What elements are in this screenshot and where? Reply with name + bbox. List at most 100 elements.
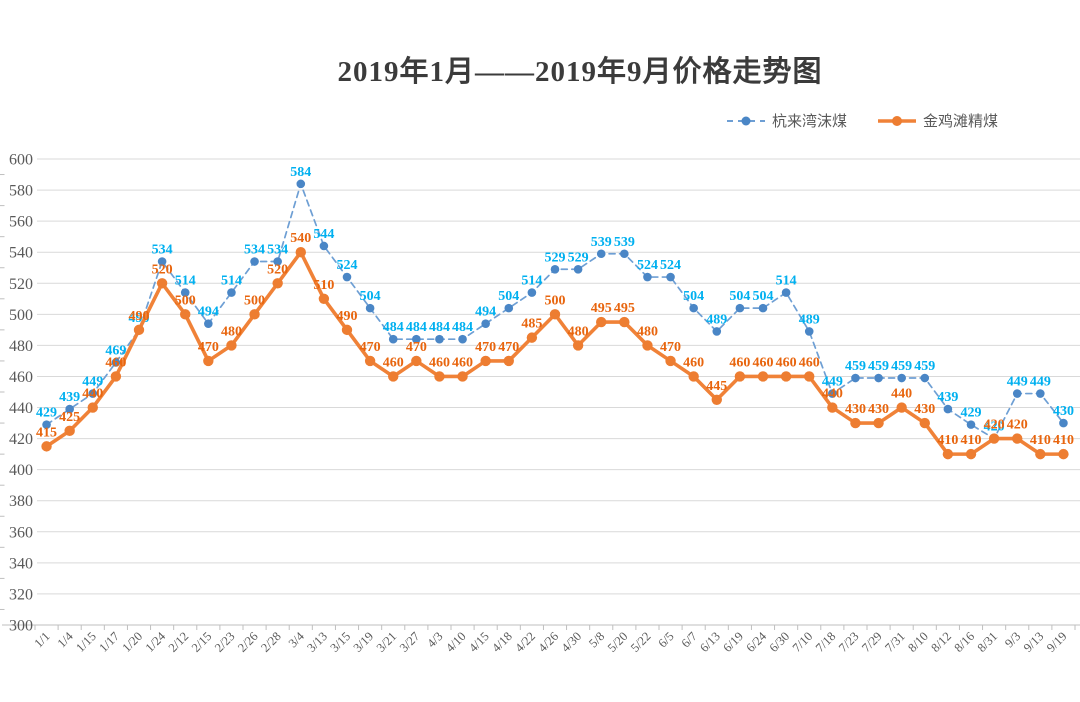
data-value-label: 524 [637,258,658,273]
x-axis-tick-label: 7/29 [859,629,885,655]
data-value-label: 430 [845,402,866,417]
x-axis-tick-label: 7/18 [813,629,839,655]
data-value-label: 534 [244,243,265,258]
data-point [203,355,214,367]
y-axis-tick-label: 420 [9,431,33,448]
legend-item-jinjitan[interactable]: 金鸡滩精煤 [877,110,998,131]
data-value-label: 510 [313,278,334,293]
data-point [572,340,584,351]
y-axis-tick-label: 560 [9,214,33,231]
x-axis-tick-label: 4/30 [559,629,585,655]
data-value-label: 470 [198,340,219,355]
data-point [157,257,167,266]
data-point [480,355,491,367]
y-axis-tick-label: 600 [9,152,33,169]
data-value-label: 480 [221,324,242,339]
x-axis-tick-label: 2/28 [258,629,284,655]
data-value-label: 500 [175,293,196,308]
data-value-label: 460 [729,355,750,370]
data-point [828,389,837,398]
data-point [1036,389,1045,398]
x-axis-tick-label: 4/10 [443,629,469,655]
data-value-label: 539 [614,235,635,250]
data-point [388,371,399,382]
data-value-label: 470 [498,340,519,355]
data-value-label: 494 [475,305,496,320]
y-axis-tick-label: 500 [9,307,33,324]
data-point [457,371,468,382]
data-value-label: 460 [683,355,704,370]
x-axis-tick-label: 8/16 [951,629,977,655]
x-axis-tick-label: 9/19 [1044,629,1070,655]
data-point [712,327,722,336]
data-value-label: 494 [198,305,219,320]
data-value-label: 484 [452,320,473,335]
data-value-label: 460 [452,355,473,370]
data-value-label: 484 [383,320,404,335]
legend-item-hanglaiwan[interactable]: 杭来湾沫煤 [726,110,847,131]
x-axis-tick-label: 3/27 [397,629,423,655]
data-point [364,355,376,367]
data-value-label: 440 [82,387,103,402]
data-point [620,249,629,259]
y-axis-tick-label: 300 [9,618,33,635]
data-point [550,264,560,274]
data-point [342,272,352,282]
data-point [319,241,329,251]
data-value-label: 584 [290,165,311,180]
data-value-label: 460 [429,355,450,370]
data-value-label: 470 [475,340,496,355]
data-value-label: 484 [429,320,450,335]
y-axis-tick-label: 340 [9,555,33,572]
data-point [41,441,52,452]
data-value-label: 440 [891,387,912,402]
data-point [412,334,421,344]
data-point [965,448,977,460]
data-point [295,247,306,258]
x-axis-tick-label: 3/21 [374,629,400,655]
data-value-label: 539 [591,235,612,250]
data-value-label: 495 [614,301,635,316]
data-point [365,303,375,313]
data-value-label: 504 [753,289,774,304]
data-value-label: 460 [753,355,774,370]
data-point [851,373,860,383]
data-point [133,324,145,336]
y-axis-tick-label: 540 [9,245,33,262]
data-point [42,420,51,429]
data-value-label: 529 [545,250,566,265]
data-point [64,425,75,437]
data-value-label: 534 [152,243,173,258]
y-axis-tick-label: 380 [9,493,33,510]
x-axis-tick-label: 2/23 [212,629,238,655]
data-point [804,327,814,336]
data-value-label: 495 [591,301,612,316]
data-point [874,373,883,383]
data-value-label: 504 [683,289,704,304]
data-value-label: 504 [729,289,750,304]
data-point [249,309,260,320]
data-value-label: 460 [799,355,820,370]
data-point [88,389,98,398]
data-point [711,394,722,405]
data-value-label: 529 [568,250,589,265]
data-point [966,420,976,429]
x-axis-tick-label: 7/10 [790,629,816,655]
data-value-label: 470 [406,340,427,355]
data-value-label: 514 [175,274,196,289]
data-point [156,278,168,289]
data-point [688,371,699,382]
data-value-label: 484 [406,320,427,335]
x-axis-tick-label: 6/24 [743,629,769,655]
data-value-label: 540 [290,231,311,246]
y-axis-tick-label: 440 [9,400,33,417]
data-value-label: 430 [868,402,889,417]
x-axis-tick-label: 6/7 [679,629,700,650]
data-point [596,249,606,259]
x-axis-tick-label: 6/5 [655,629,676,650]
data-value-label: 500 [244,293,265,308]
data-value-label: 459 [868,359,889,374]
data-value-label: 470 [660,340,681,355]
data-point [988,433,1000,444]
